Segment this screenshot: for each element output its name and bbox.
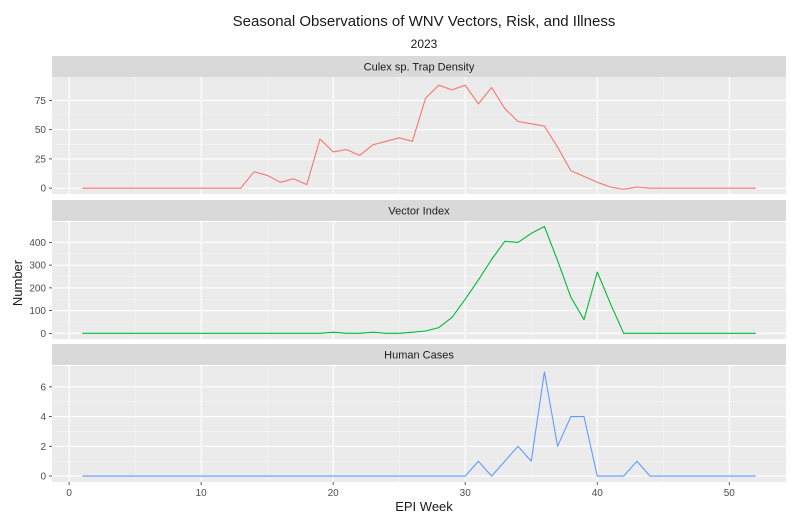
series-line [82,225,756,334]
panel-strip [52,56,786,77]
x-tick-label: 40 [592,488,604,499]
panel-strip-label: Culex sp. Trap Density [364,62,475,74]
y-tick-label: 200 [29,283,46,294]
y-tick-label: 0 [40,184,46,195]
y-tick-label: 0 [40,329,46,340]
y-tick-label: 100 [29,306,46,317]
y-tick-label: 0 [40,472,46,483]
x-tick-label: 20 [328,488,340,499]
x-tick-label: 0 [66,488,72,499]
y-tick-label: 300 [29,261,46,272]
chart-title: Seasonal Observations of WNV Vectors, Ri… [233,13,616,30]
panel-strip-label: Vector Index [388,206,450,218]
y-tick-label: 6 [40,382,46,393]
y-tick-label: 50 [35,125,47,136]
y-tick-label: 2 [40,442,46,453]
x-tick-label: 30 [460,488,472,499]
x-tick-label: 10 [196,488,208,499]
y-axis-title: Number [10,259,25,306]
panel-strip [52,200,786,221]
series-line [82,371,756,477]
panel-1: Culex sp. Trap Density 0 25 50 75 [35,56,786,195]
panel-3: Human Cases 0 2 4 6 [40,344,786,483]
x-axis: 0 10 20 30 40 50 [66,482,735,499]
panel-2: Vector Index 0 100 200 300 400 [29,200,786,340]
y-tick-label: 400 [29,238,46,249]
panel-strip [52,344,786,365]
y-tick-label: 75 [35,96,47,107]
chart-subtitle: 2023 [411,37,438,51]
panel-background [52,222,786,339]
x-tick-label: 50 [724,488,736,499]
panel-background [52,77,786,194]
panel-background [52,366,786,482]
y-tick-label: 4 [40,412,46,423]
series-line [82,84,756,190]
panels: Culex sp. Trap Density 0 25 50 75 Vector Inde… [29,56,786,483]
panel-strip-label: Human Cases [384,350,454,362]
x-axis-title: EPI Week [395,499,453,514]
y-tick-label: 25 [35,154,47,165]
